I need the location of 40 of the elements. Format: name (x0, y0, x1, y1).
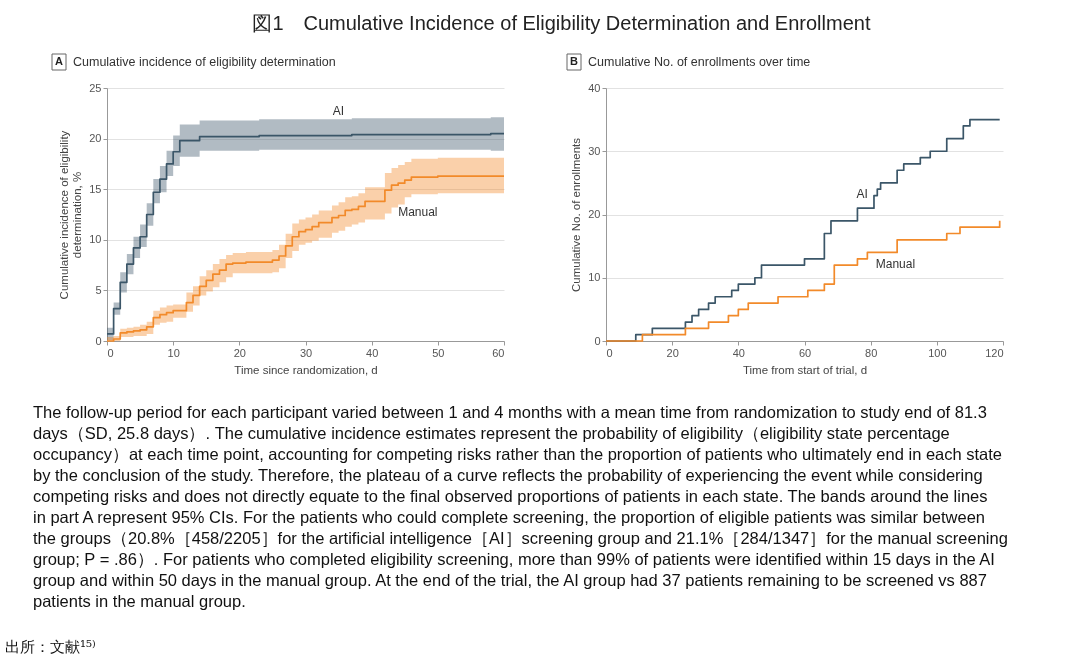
text: A (55, 55, 64, 67)
x-tick-label: 0 (107, 346, 114, 359)
y-tick-label: 25 (89, 81, 102, 94)
x-axis-title: Time from start of trial, d (742, 363, 868, 376)
y-tick-label: 15 (89, 182, 102, 195)
series-label: AI (856, 187, 868, 202)
y-tick-label: 30 (588, 144, 601, 157)
y-tick-label: 20 (588, 208, 601, 220)
y-tick-label: 40 (588, 81, 601, 94)
x-tick-label: 50 (432, 346, 445, 359)
x-tick-label: 40 (366, 346, 379, 359)
x-tick-label: 120 (985, 346, 1004, 359)
text: 図1 Cumulative Incidence of Eligibility Determination and Enrollment (252, 11, 871, 34)
y-axis-title: Cumulative No. of enrollments (570, 137, 583, 293)
y-tick-label: 20 (89, 132, 102, 145)
y-axis-title: Cumulative incidence of eligibility determination, % (57, 130, 84, 300)
y-tick-label: 0 (594, 334, 601, 347)
text: B (570, 55, 579, 67)
y-tick-label: 10 (588, 271, 601, 284)
y-tick-label: 10 (89, 233, 102, 246)
text: 出所：文献¹⁵⁾ (5, 638, 96, 656)
x-tick-label: 20 (233, 346, 246, 359)
y-tick-label: 5 (95, 283, 102, 296)
x-tick-label: 0 (606, 346, 613, 359)
chart-title: Cumulative incidence of eligibility determination (73, 55, 336, 69)
x-tick-label: 100 (928, 346, 947, 359)
x-tick-label: 60 (798, 346, 812, 359)
text: The follow-up period for each participant varied between 1 and 4 months with a mean time from randomization to study end of 81.3 days（SD, 25.8 days）. The cumulative incidence estimates represent the probability of eligibility（eligibility state percentage occupancy）at each time point, accounting for competing risks rather than the proportion of patients who ultimately end in each state by the conclusion of the study. Therefore, the plateau of a curve reflects the probability of experiencing the event while considering competing risks and does not directly equate to the final observed proportions of patients in each state. The bands around the lines in part A represent 95% CIs. For the patients who could complete screening, the proportion of eligible patients was similar between the groups（20.8%［458/2205］for the artificial intelligence［AI］screening group and 21.1%［284/1347］for the manual screening group; P = .86）. For patients who completed eligibility screening, more than 99% of patients were identified within 15 days in the AI group and within 50 days in the manual group. At the end of the trial, the AI group had 37 patients remaining to be screened vs 887 patients in the manual group. (33, 403, 1008, 610)
series-label: AI (332, 103, 345, 118)
x-axis-title: Time since randomization, d (234, 363, 378, 376)
chart-title: Cumulative No. of enrollments over time (588, 55, 811, 69)
x-tick-label: 80 (865, 346, 878, 359)
x-tick-label: 40 (732, 346, 745, 359)
series-label: Manual (398, 205, 438, 220)
x-tick-label: 10 (167, 346, 180, 359)
x-tick-label: 30 (299, 346, 313, 359)
x-tick-label: 60 (492, 346, 505, 359)
series-label: Manual (875, 257, 916, 272)
y-tick-label: 0 (95, 334, 102, 347)
x-tick-label: 20 (666, 346, 679, 359)
